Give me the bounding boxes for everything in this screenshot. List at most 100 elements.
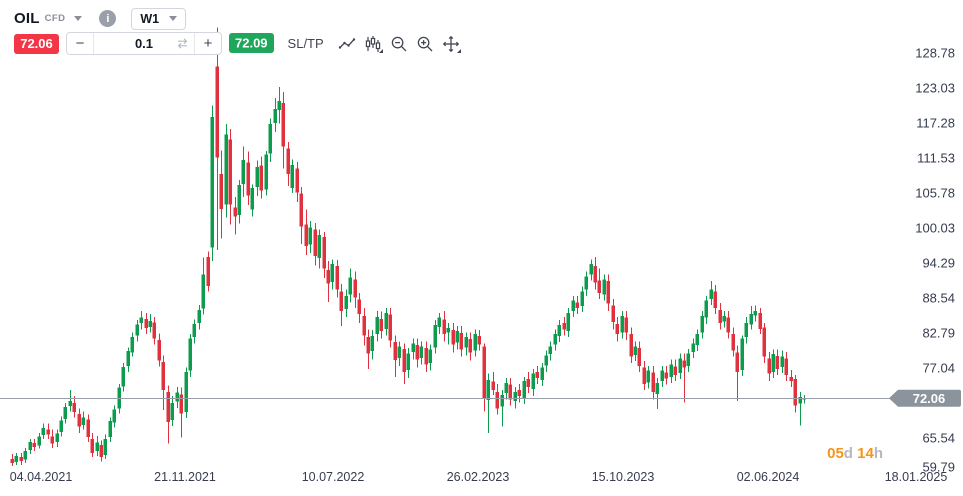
candle-body [14, 455, 18, 462]
volume-decrease-button[interactable]: − [67, 33, 93, 54]
candle-body [339, 291, 343, 311]
candle-body [740, 338, 744, 371]
candle-body [192, 323, 196, 338]
candle-body [451, 329, 455, 345]
candle-body [557, 325, 561, 336]
countdown-days-unit: d [843, 445, 853, 462]
candle-body [290, 164, 294, 188]
candle-body [148, 320, 152, 327]
candle-body [322, 236, 326, 269]
candlestick-chart-icon[interactable] [362, 33, 384, 54]
price-axis-label: 105.78 [915, 186, 955, 201]
candle-body [428, 349, 432, 363]
candle-body [580, 291, 584, 307]
candle-body [704, 300, 708, 318]
candle-body [540, 367, 544, 380]
candle-body [673, 366, 677, 375]
candle-body [464, 337, 468, 348]
candle-body [103, 438, 107, 456]
candle-body [784, 358, 788, 375]
price-axis-label: 128.78 [915, 46, 955, 61]
candle-body [299, 193, 303, 227]
candles-layer [10, 27, 806, 467]
candle-body [233, 207, 237, 217]
price-axis-label: 88.54 [922, 291, 955, 306]
candle-body [72, 402, 76, 412]
candle-body [584, 276, 588, 290]
candle-body [393, 342, 397, 360]
date-axis-label: 04.04.2021 [10, 470, 73, 484]
candle-body [112, 409, 116, 423]
candle-body [459, 332, 463, 350]
candle-body [197, 309, 201, 324]
timeframe-value: W1 [140, 11, 160, 26]
candle-body [419, 346, 423, 358]
line-chart-icon[interactable] [336, 33, 358, 54]
price-axis-label: 117.28 [916, 116, 955, 131]
candle-body [571, 300, 575, 311]
candle-body [99, 444, 103, 458]
candle-body [562, 323, 566, 330]
candle-body [473, 334, 477, 351]
price-axis-label: 82.79 [922, 326, 955, 341]
candle-body [201, 274, 205, 309]
candle-body [375, 317, 379, 335]
candle-body [77, 413, 81, 427]
candle-body [32, 443, 36, 447]
candle-body [59, 420, 63, 433]
candle-body [589, 264, 593, 275]
candle-body [317, 234, 321, 258]
candle-body [157, 340, 161, 361]
sltp-button[interactable]: SL/TP [284, 34, 327, 53]
candle-body [308, 227, 312, 245]
candle-body [735, 352, 739, 372]
candle-body [179, 394, 183, 414]
candle-body [250, 188, 254, 210]
trade-panel: 72.06 − 0.1 + 72.09 SL/TP [14, 32, 462, 55]
volume-input[interactable]: 0.1 [94, 33, 194, 54]
candle-countdown: 05d 14h [827, 445, 883, 462]
candle-body [170, 402, 174, 420]
candle-body [646, 370, 650, 383]
date-axis-label: 21.11.2021 [154, 470, 216, 484]
candle-body [281, 102, 285, 147]
candle-body [411, 343, 415, 352]
candle-body [335, 266, 339, 290]
price-axis-label: 65.54 [922, 431, 955, 446]
date-axis-label: 15.10.2023 [592, 470, 655, 484]
candle-body [215, 66, 219, 158]
candle-body [771, 354, 775, 372]
candle-body [500, 395, 504, 407]
candle-body [526, 379, 530, 388]
date-axis-label: 02.06.2024 [737, 470, 800, 484]
candle-body [504, 382, 508, 394]
info-icon[interactable]: i [99, 10, 117, 27]
pan-move-icon[interactable] [440, 33, 462, 54]
candle-body [184, 371, 188, 413]
candle-body [348, 277, 352, 295]
candle-body [731, 334, 735, 351]
price-axis-label: 59.79 [922, 460, 955, 475]
buy-price-button[interactable]: 72.09 [229, 33, 274, 53]
zoom-out-icon[interactable] [388, 33, 410, 54]
candle-body [722, 315, 726, 322]
candle-body [660, 370, 664, 381]
candle-body [442, 319, 446, 335]
candle-body [152, 322, 156, 339]
symbol-caret-down-icon[interactable] [74, 16, 83, 21]
sync-icon[interactable] [176, 37, 189, 50]
stepper-divider [194, 33, 195, 54]
candle-body [23, 451, 27, 460]
candle-body [41, 427, 45, 436]
volume-increase-button[interactable]: + [195, 33, 221, 54]
candle-body [166, 392, 170, 422]
timeframe-select[interactable]: W1 [131, 7, 187, 30]
candle-body [402, 348, 406, 372]
candle-body [108, 421, 112, 437]
zoom-in-icon[interactable] [414, 33, 436, 54]
date-axis-label: 18.01.2025 [885, 470, 948, 484]
candle-body [789, 376, 793, 382]
sell-price-button[interactable]: 72.06 [14, 33, 59, 54]
candle-body [798, 396, 802, 404]
